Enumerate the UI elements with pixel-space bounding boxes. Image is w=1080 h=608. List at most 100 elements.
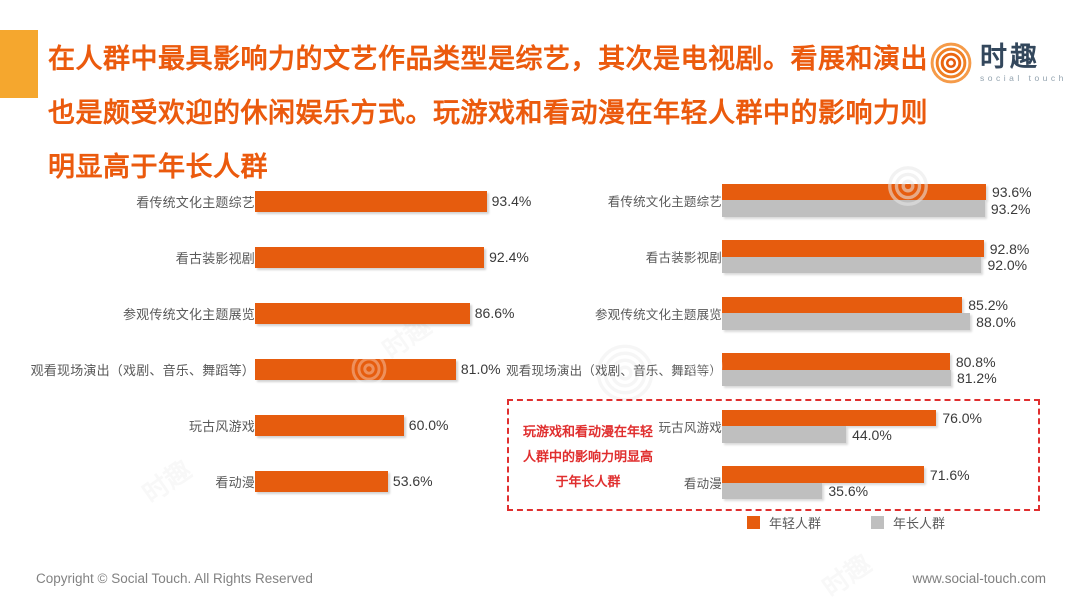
bar-stack: 92.8% 92.0% (722, 240, 1029, 274)
bar-young (722, 240, 984, 257)
category-label: 玩古风游戏 (188, 418, 255, 434)
value-label: 71.6% (929, 466, 970, 483)
legend-swatch (871, 516, 885, 529)
bar (255, 470, 388, 492)
legend-item: 年轻人群 (747, 513, 821, 532)
value-label: 76.0% (942, 410, 983, 426)
annotation-line: 于年长人群 (555, 474, 621, 489)
legend-swatch (747, 516, 760, 529)
bar-old (722, 313, 971, 330)
value-label: 88.0% (976, 313, 1016, 330)
bar-old (722, 369, 951, 387)
accent-block (0, 30, 38, 98)
bar-group: 看动漫 71.6% 35.6% (505, 455, 1080, 512)
bar (255, 302, 470, 324)
category-label: 参观传统文化主题展览 (594, 307, 722, 322)
chart-overall-bars: 看传统文化主题综艺 93.4% 看古装影视剧 92.4% 参观传统文化主题展览 86.6%… (30, 173, 540, 509)
bar-line: 92.8% (722, 240, 1029, 257)
value-label: 81.0% (460, 361, 501, 377)
bar-row: 玩古风游戏 60.0% (30, 397, 540, 453)
category-label: 看传统文化主题综艺 (136, 194, 255, 210)
bar-young (722, 183, 986, 201)
bar-line: 93.2% (722, 200, 1032, 217)
bar-group: 观看现场演出（戏剧、音乐、舞蹈等） 80.8% 81.2% (505, 342, 1080, 399)
bar-young (722, 409, 937, 427)
bar (255, 190, 487, 212)
bar-line: 76.0% (722, 409, 983, 427)
logo-text-block: 时趣 social touch (980, 43, 1067, 83)
bar-old (722, 426, 847, 443)
bar-row: 看古装影视剧 92.4% (30, 229, 540, 285)
bar-line: 81.2% (722, 369, 997, 387)
bar-line: 85.2% (722, 296, 1016, 314)
category-label: 看传统文化主题综艺 (607, 194, 722, 209)
bar-line: 93.6% (722, 183, 1032, 201)
copyright-text: Copyright © Social Touch. All Rights Res… (36, 571, 313, 586)
category-label: 看动漫 (683, 477, 722, 492)
title-line: 明显高于年长人群 (48, 152, 268, 182)
title-line: 也是颇受欢迎的休闲娱乐方式。玩游戏和看动漫在年轻人群中的影响力则 (48, 98, 928, 128)
bar-stack: 76.0% 44.0% (722, 409, 983, 443)
bar (255, 246, 485, 268)
bar (255, 358, 456, 380)
annotation-line: 玩游戏和看动漫在年轻 (522, 424, 653, 439)
bar-line: 44.0% (722, 426, 982, 443)
logo-subtitle: social touch (980, 73, 1067, 83)
category-label: 参观传统文化主题展览 (122, 306, 255, 322)
value-label: 44.0% (852, 426, 892, 443)
brand-logo: 时趣 social touch (930, 42, 1067, 84)
bar-line: 80.8% (722, 353, 997, 370)
bar-line: 35.6% (722, 482, 970, 500)
bar-row: 参观传统文化主题展览 86.6% (30, 285, 540, 341)
website-link[interactable]: www.social-touch.com (912, 571, 1046, 586)
bar-group: 看传统文化主题综艺 93.6% 93.2% (505, 172, 1080, 229)
value-label: 53.6% (392, 473, 433, 489)
bar-line: 71.6% (722, 466, 970, 483)
watermark-text: 时趣 (816, 548, 877, 603)
legend-label: 年长人群 (893, 516, 946, 531)
value-label: 81.2% (956, 370, 997, 386)
bar-old (722, 256, 982, 274)
bar-group: 玩古风游戏 76.0% 44.0% (505, 398, 1080, 455)
bar-stack: 85.2% 88.0% (722, 296, 1016, 330)
value-label: 92.0% (987, 257, 1028, 273)
bar-old (722, 200, 985, 217)
bar-stack: 93.6% 93.2% (722, 183, 1032, 217)
annotation-line: 人群中的影响力明显高 (522, 449, 653, 464)
legend-label: 年轻人群 (769, 516, 822, 531)
legend: 年轻人群 年长人群 (747, 513, 945, 532)
bar-row: 看传统文化主题综艺 93.4% (30, 173, 540, 229)
category-label: 玩古风游戏 (658, 420, 722, 435)
value-label: 93.6% (991, 184, 1032, 200)
page-title: 在人群中最具影响力的文艺作品类型是综艺，其次是电视剧。看展和演出 也是颇受欢迎的… (48, 32, 928, 194)
category-label: 看古装影视剧 (175, 250, 255, 266)
value-label: 93.2% (990, 200, 1031, 217)
value-label: 93.4% (491, 193, 532, 209)
title-line: 在人群中最具影响力的文艺作品类型是综艺，其次是电视剧。看展和演出 (48, 44, 928, 74)
bar-young (722, 296, 963, 314)
bar-row: 看动漫 53.6% (30, 453, 540, 509)
value-label: 92.8% (989, 240, 1030, 257)
category-label: 观看现场演出（戏剧、音乐、舞蹈等） (30, 362, 255, 378)
value-label: 86.6% (474, 305, 515, 321)
bar-row: 观看现场演出（戏剧、音乐、舞蹈等） 81.0% (30, 341, 540, 397)
value-label: 80.8% (955, 353, 996, 370)
bar-stack: 71.6% 35.6% (722, 466, 970, 500)
bar-young (722, 466, 924, 483)
value-label: 92.4% (489, 249, 529, 265)
annotation-text: 玩游戏和看动漫在年轻 人群中的影响力明显高 于年长人群 (512, 419, 664, 494)
bar-group: 参观传统文化主题展览 85.2% 88.0% (505, 285, 1080, 342)
value-label: 85.2% (968, 297, 1008, 313)
legend-item: 年长人群 (871, 513, 945, 532)
bar-young (722, 353, 950, 370)
bar-stack: 80.8% 81.2% (722, 353, 997, 387)
category-label: 看古装影视剧 (645, 251, 722, 266)
bar-group: 看古装影视剧 92.8% 92.0% (505, 229, 1080, 286)
bar (255, 414, 404, 436)
value-label: 35.6% (828, 483, 869, 499)
category-label: 观看现场演出（戏剧、音乐、舞蹈等） (506, 364, 722, 379)
category-label: 看动漫 (215, 474, 255, 490)
value-label: 60.0% (408, 417, 449, 433)
logo-name: 时趣 (980, 42, 1040, 72)
